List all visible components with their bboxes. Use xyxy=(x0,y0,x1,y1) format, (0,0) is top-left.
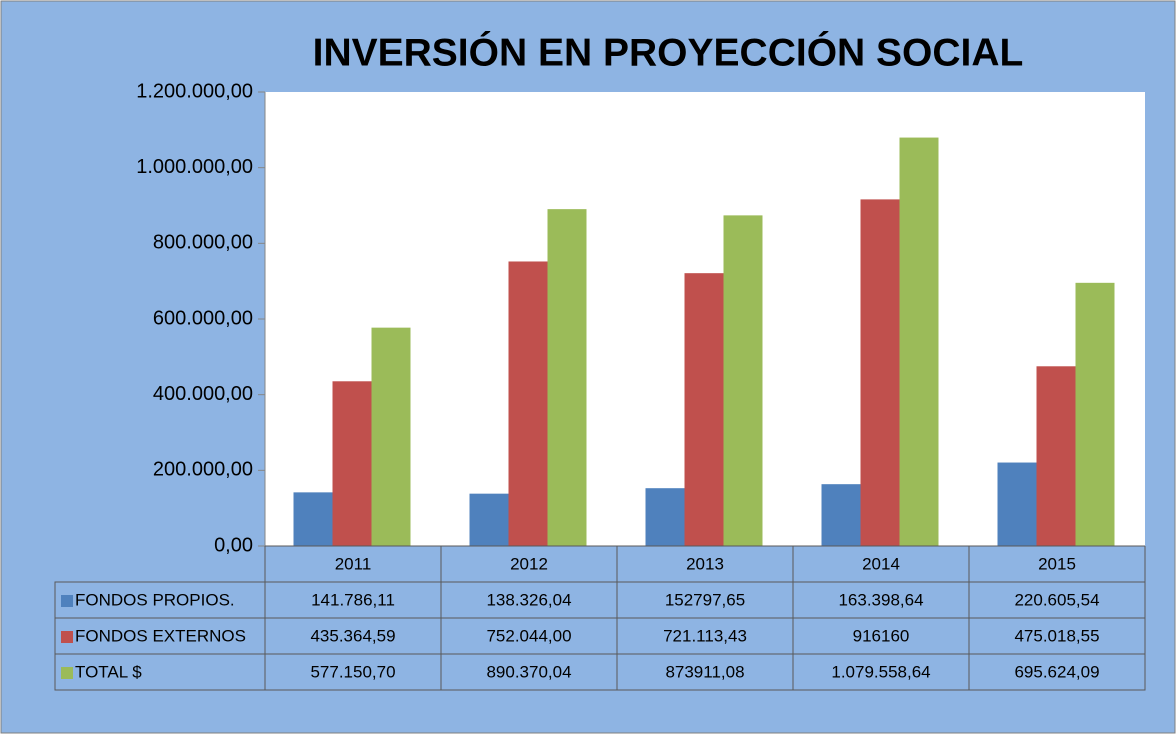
y-tick-label: 400.000,00 xyxy=(153,383,253,405)
x-tick-label: 2012 xyxy=(510,554,548,573)
table-value: 475.018,55 xyxy=(1014,626,1099,645)
bar xyxy=(508,261,548,546)
x-tick-label: 2013 xyxy=(686,554,724,573)
bar xyxy=(1075,282,1115,546)
x-tick-label: 2014 xyxy=(862,554,900,573)
table-value: 435.364,59 xyxy=(310,626,395,645)
legend-key xyxy=(61,667,73,679)
legend-label: FONDOS EXTERNOS xyxy=(75,626,246,645)
bar xyxy=(723,215,763,547)
bar xyxy=(1036,366,1076,546)
bar xyxy=(821,484,861,546)
y-tick-label: 200.000,00 xyxy=(153,459,253,481)
table-value: 163.398,64 xyxy=(838,590,923,609)
table-value: 916160 xyxy=(853,626,910,645)
legend-key xyxy=(61,631,73,643)
chart-title: INVERSIÓN EN PROYECCIÓN SOCIAL xyxy=(313,30,1024,74)
y-tick-label: 0,00 xyxy=(214,534,253,556)
bar xyxy=(293,492,333,546)
legend-label: FONDOS PROPIOS. xyxy=(75,590,235,609)
bar xyxy=(371,327,411,546)
bar xyxy=(899,137,939,546)
table-value: 220.605,54 xyxy=(1014,590,1099,609)
y-tick-label: 1.200.000,00 xyxy=(136,80,253,102)
table-value: 695.624,09 xyxy=(1014,662,1099,681)
table-value: 890.370,04 xyxy=(486,662,571,681)
bar xyxy=(684,273,724,546)
table-value: 138.326,04 xyxy=(486,590,571,609)
table-value: 577.150,70 xyxy=(310,662,395,681)
bar xyxy=(547,209,587,546)
table-value: 752.044,00 xyxy=(486,626,571,645)
table-value: 721.113,43 xyxy=(663,626,747,645)
table-value: 141.786,11 xyxy=(311,590,395,609)
y-tick-label: 600.000,00 xyxy=(153,307,253,329)
bar xyxy=(860,199,900,546)
x-tick-label: 2011 xyxy=(335,554,372,573)
legend-key xyxy=(61,595,73,607)
table-value: 873911,08 xyxy=(665,662,744,681)
bar xyxy=(469,493,509,546)
bar xyxy=(332,381,372,546)
bar xyxy=(997,462,1037,546)
y-tick-label: 1.000.000,00 xyxy=(136,156,253,178)
table-value: 1.079.558,64 xyxy=(831,662,930,681)
x-tick-label: 2015 xyxy=(1038,554,1076,573)
y-tick-label: 800.000,00 xyxy=(153,232,253,254)
table-value: 152797,65 xyxy=(665,590,745,609)
legend-label: TOTAL $ xyxy=(75,662,142,681)
bar xyxy=(645,488,685,546)
